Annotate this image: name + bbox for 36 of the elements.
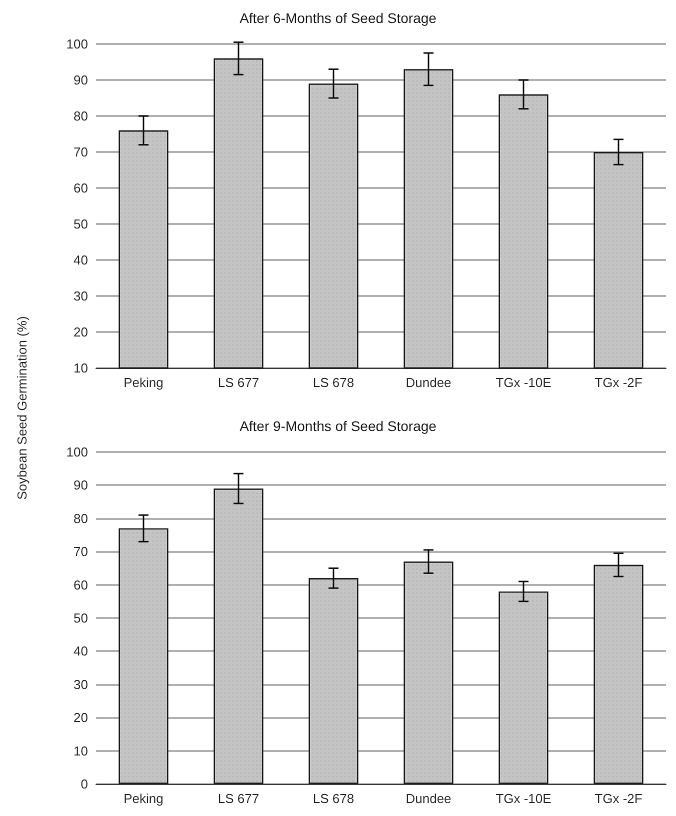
y-tick-label: 20 xyxy=(74,324,88,340)
y-tick-label: 30 xyxy=(74,676,88,692)
y-tick-label: 20 xyxy=(74,710,88,726)
x-tick-label: LS 678 xyxy=(312,375,354,390)
y-tick-label: 70 xyxy=(74,544,88,560)
y-tick-label: 40 xyxy=(74,252,88,268)
y-tick-label: 10 xyxy=(74,743,88,758)
y-tick-label: 40 xyxy=(74,644,88,659)
chart-title: After 6-Months of Seed Storage xyxy=(240,10,437,26)
x-tick-label: TGx -2F xyxy=(594,791,642,806)
y-tick-label: 0 xyxy=(80,776,88,792)
x-tick-label: TGx -10E xyxy=(496,375,552,390)
x-tick-label: Dundee xyxy=(406,791,452,806)
x-tick-label: LS 677 xyxy=(218,375,260,390)
y-tick-label: 80 xyxy=(74,510,88,526)
y-axis-title: Soybean Seed Germination (%) xyxy=(14,316,30,500)
y-tick-label: 70 xyxy=(74,144,88,160)
y-tick-label: 60 xyxy=(74,180,88,196)
x-tick-label: Peking xyxy=(124,375,164,390)
y-tick-label: 100 xyxy=(66,444,88,460)
chart-title: After 9-Months of Seed Storage xyxy=(240,418,437,434)
x-tick-label: TGx -2F xyxy=(594,375,642,390)
y-tick-label: 60 xyxy=(74,577,88,592)
y-tick-label: 50 xyxy=(74,216,88,232)
x-tick-label: TGx -10E xyxy=(496,791,552,806)
y-tick-label: 90 xyxy=(74,72,88,88)
x-tick-label: Peking xyxy=(124,791,164,806)
y-tick-label: 30 xyxy=(74,288,88,304)
y-tick-label: 50 xyxy=(74,610,88,626)
x-tick-label: LS 678 xyxy=(312,791,354,806)
y-tick-label: 100 xyxy=(66,36,88,52)
x-tick-label: Dundee xyxy=(406,375,452,390)
y-tick-label: 10 xyxy=(74,360,88,376)
y-tick-label: 90 xyxy=(74,478,88,493)
x-tick-label: LS 677 xyxy=(218,791,260,806)
y-tick-label: 80 xyxy=(74,108,88,124)
